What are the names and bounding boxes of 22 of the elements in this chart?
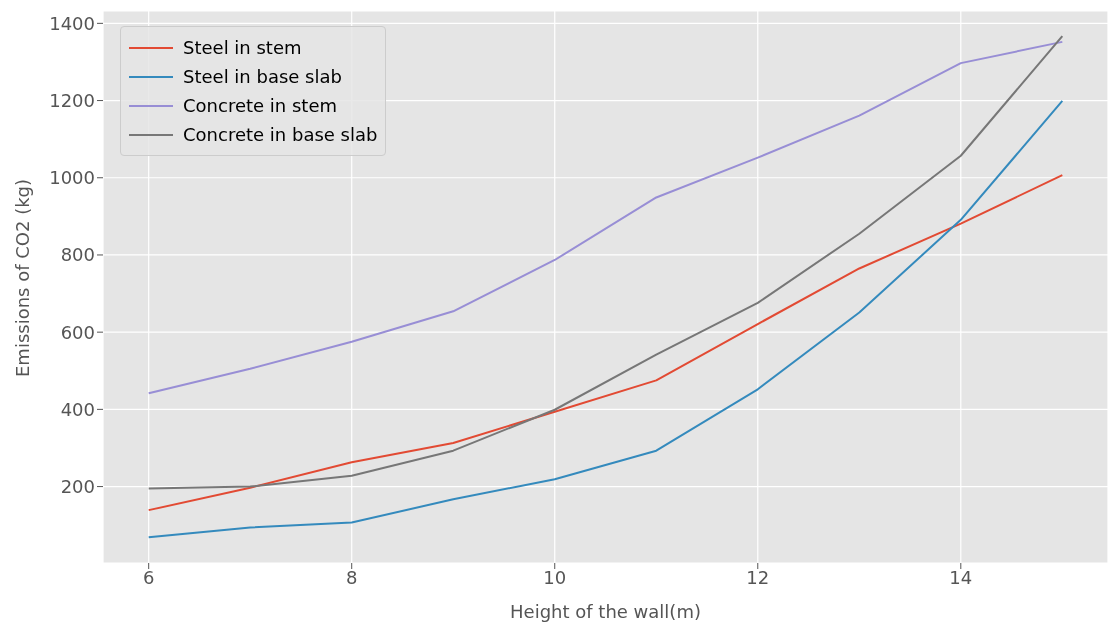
y-tick-label: 800: [60, 244, 95, 266]
y-tick-label: 1400: [49, 12, 95, 34]
legend-label: Concrete in base slab: [183, 123, 378, 147]
x-tick-label: 10: [543, 566, 567, 588]
line-series: [147, 174, 1064, 512]
x-tick-label: 6: [142, 566, 155, 588]
y-axis-title: Emissions of CO2 (kg): [12, 178, 34, 377]
y-tick-label: 200: [60, 475, 95, 497]
x-tick-label: 8: [345, 566, 358, 588]
x-tick-label: 12: [746, 566, 770, 588]
y-tick-label: 400: [60, 398, 95, 420]
x-tick-label: 14: [949, 566, 973, 588]
line-series: [147, 35, 1064, 490]
line-series: [147, 99, 1064, 539]
legend-label: Steel in base slab: [183, 65, 342, 89]
legend-label: Steel in stem: [183, 36, 302, 60]
y-tick-label: 600: [60, 321, 95, 343]
y-tick-label: 1200: [49, 89, 95, 111]
y-tick-label: 1000: [49, 167, 95, 189]
line-series: [147, 40, 1064, 395]
legend-label: Concrete in stem: [183, 94, 337, 118]
x-axis-title: Height of the wall(m): [510, 601, 701, 622]
